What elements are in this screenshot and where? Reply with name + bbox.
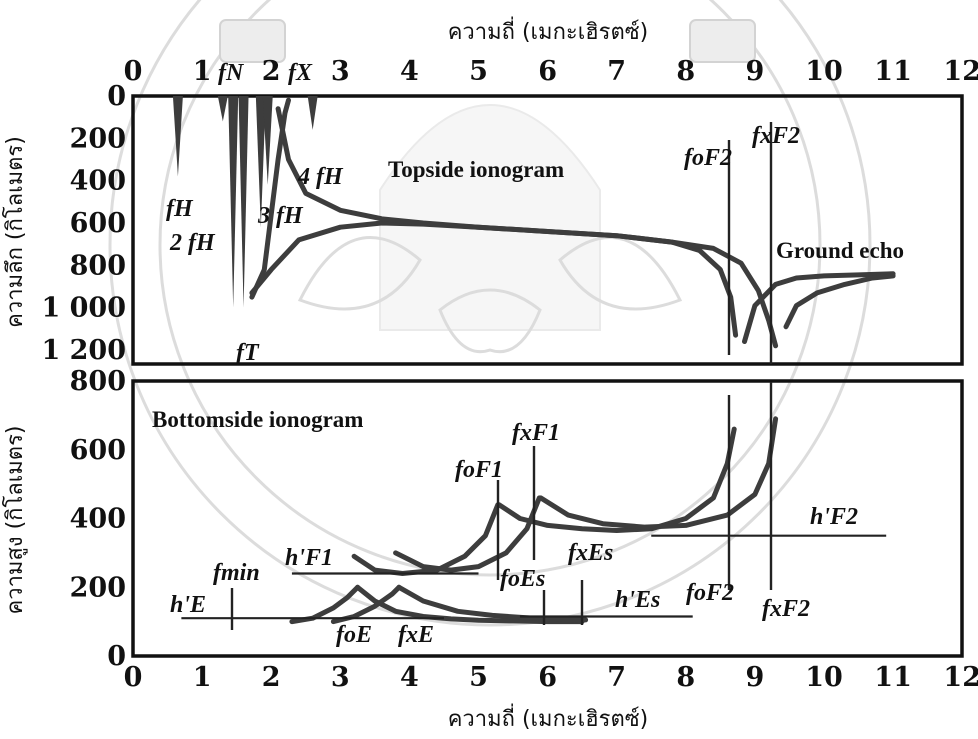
x-tick-label: 7 — [607, 56, 626, 87]
y-tick-label: 0 — [107, 641, 126, 672]
y-tick-label: 600 — [70, 435, 126, 466]
topside-series — [172, 96, 896, 349]
x-tick-label: 12 — [943, 56, 978, 87]
label-4fH: 4 fH — [297, 164, 344, 190]
watermark-seal-icon — [108, 0, 872, 627]
label-fT: fT — [236, 340, 260, 366]
x-tick-label: 9 — [746, 662, 765, 693]
label-fX: fX — [288, 60, 313, 86]
top-axis-title: ความถี่ (เมกะเฮิรตซ์) — [448, 16, 649, 45]
topside-spike — [262, 96, 273, 185]
x-tick-label: 3 — [331, 56, 350, 87]
topside-trace-2 — [249, 97, 291, 300]
x-tick-label: 8 — [676, 662, 695, 693]
label-fH: fH — [166, 196, 194, 222]
label-3fH: 3 fH — [257, 203, 304, 229]
ground-echo-label: Ground echo — [776, 238, 904, 263]
x-tick-label: 0 — [124, 56, 143, 87]
y-tick-label: 400 — [70, 504, 126, 535]
bottomside-trace-0 — [289, 584, 361, 625]
label-foEs: foEs — [500, 566, 545, 592]
y-tick-label: 600 — [70, 208, 126, 239]
x-tick-label: 10 — [805, 56, 843, 87]
label-topside-foF2: foF2 — [684, 145, 732, 171]
bottomside-trace-7 — [538, 416, 779, 530]
x-tick-label: 5 — [469, 56, 488, 87]
y-tick-label: 1 000 — [41, 293, 126, 324]
bottomside-y-tick-labels: 0 200 400 600 800 — [70, 366, 126, 672]
topside-y-tick-labels: 0 200 400 600 800 1 000 1 200 — [41, 81, 126, 366]
x-tick-label: 8 — [676, 56, 695, 87]
label-topside-fxF2: fxF2 — [752, 123, 800, 149]
topside-spike — [228, 96, 239, 308]
topside-trace-4 — [783, 273, 896, 330]
top-x-tick-labels: 0 1 2 3 4 5 6 7 8 9 10 11 12 — [124, 56, 978, 87]
label-2fH: 2 fH — [169, 230, 216, 256]
x-tick-label: 2 — [262, 662, 281, 693]
label-bottomside-foF2: foF2 — [686, 580, 734, 606]
x-tick-label: 7 — [607, 662, 626, 693]
y-tick-label: 800 — [70, 366, 126, 397]
label-foF1: foF1 — [455, 457, 503, 483]
x-tick-label: 11 — [874, 662, 912, 693]
x-tick-label: 1 — [193, 56, 212, 87]
label-fxE: fxE — [398, 622, 434, 648]
label-hF2: h'F2 — [810, 504, 858, 530]
topside-spike — [238, 96, 249, 308]
label-hE: h'E — [170, 592, 206, 618]
topside-title: Topside ionogram — [388, 157, 564, 182]
x-tick-label: 4 — [400, 662, 419, 693]
bottomside-trace-6 — [393, 495, 542, 573]
y-tick-label: 200 — [70, 572, 126, 603]
topside-spike — [172, 96, 183, 177]
x-tick-label: 6 — [538, 56, 557, 87]
x-tick-label: 4 — [400, 56, 419, 87]
x-tick-label: 9 — [746, 56, 765, 87]
bottom-y-axis-title: ความสูง (กิโลเมตร) — [2, 426, 28, 615]
y-tick-label: 1 200 — [41, 335, 126, 366]
topside-trace-1 — [275, 106, 779, 349]
label-fxF1: fxF1 — [512, 420, 560, 446]
label-fmin: fmin — [213, 560, 260, 586]
topside-spike — [217, 96, 228, 122]
topside-plot-frame — [131, 94, 964, 366]
x-tick-label: 1 — [193, 662, 212, 693]
x-tick-label: 12 — [943, 662, 978, 693]
label-foE: foE — [336, 622, 372, 648]
x-tick-label: 10 — [805, 662, 843, 693]
y-tick-label: 800 — [70, 250, 126, 281]
bottom-axis-title: ความถี่ (เมกะเฮิรตซ์) — [448, 703, 649, 732]
x-tick-label: 6 — [538, 662, 557, 693]
topside-trace-3 — [742, 271, 896, 344]
x-tick-label: 2 — [262, 56, 281, 87]
label-fxEs: fxEs — [568, 540, 613, 566]
bottomside-trace-4 — [351, 502, 501, 576]
label-fN: fN — [218, 60, 245, 86]
bottom-x-tick-labels: 0 1 2 3 4 5 6 7 8 9 10 11 12 — [124, 662, 978, 693]
label-hEs: h'Es — [615, 587, 660, 613]
label-bottomside-fxF2: fxF2 — [762, 596, 810, 622]
y-tick-label: 400 — [70, 166, 126, 197]
x-tick-label: 11 — [874, 56, 912, 87]
x-tick-label: 3 — [331, 662, 350, 693]
topside-spike — [307, 96, 318, 130]
x-tick-label: 5 — [469, 662, 488, 693]
bottomside-trace-3 — [396, 584, 589, 623]
bottomside-title: Bottomside ionogram — [152, 407, 363, 432]
x-tick-label: 0 — [124, 662, 143, 693]
y-tick-label: 200 — [70, 123, 126, 154]
top-y-axis-title: ความลึก (กิโลเมตร) — [2, 136, 28, 328]
topside-spike — [255, 96, 266, 228]
label-hF1: h'F1 — [285, 545, 333, 571]
y-tick-label: 0 — [107, 81, 126, 112]
bottomside-plot-frame — [131, 379, 964, 658]
bottomside-trace-1 — [355, 584, 585, 625]
